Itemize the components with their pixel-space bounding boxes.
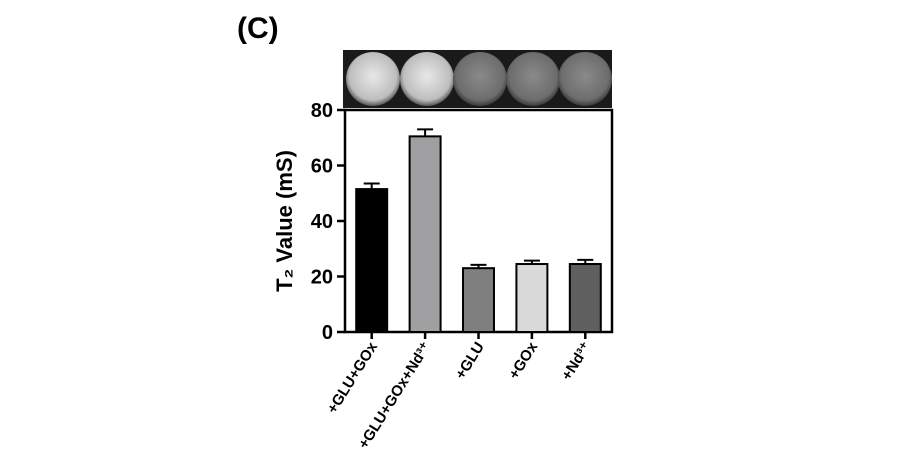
- mri-strip: [343, 50, 612, 108]
- bar: [355, 188, 389, 333]
- y-tick-label: 40: [311, 211, 333, 233]
- bar: [408, 135, 442, 333]
- y-tick-label: 60: [311, 156, 333, 178]
- y-tick-label: 20: [311, 267, 333, 289]
- panel-label: (C): [237, 12, 279, 45]
- bar: [515, 263, 549, 334]
- x-tick-label: +GLU: [452, 339, 488, 382]
- x-tick-label: +Nd³⁺: [558, 339, 595, 383]
- x-tick-label: +GOx: [505, 339, 541, 383]
- y-tick-label: 80: [311, 100, 333, 122]
- y-tick-label: 0: [322, 322, 333, 344]
- bar: [568, 263, 602, 334]
- x-tick-label: +GLU+GOx: [324, 339, 382, 417]
- y-axis-label: T₂ Value (mS): [272, 150, 297, 292]
- bar: [462, 267, 495, 333]
